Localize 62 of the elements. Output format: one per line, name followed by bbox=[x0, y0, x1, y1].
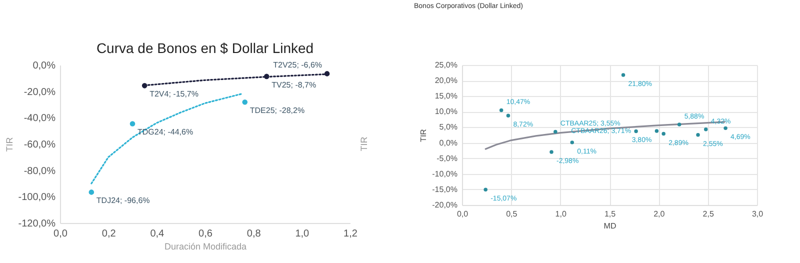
point bbox=[724, 126, 728, 130]
x-axis-title: MD bbox=[604, 222, 616, 230]
y-tick-label: 5,0% bbox=[439, 122, 458, 132]
point bbox=[662, 132, 666, 136]
point bbox=[324, 71, 330, 76]
point bbox=[677, 122, 682, 126]
y-tick-label: -5,0% bbox=[436, 154, 458, 163]
y-tick-label: -40,0% bbox=[24, 113, 56, 124]
annotation: TV25; -8,7% bbox=[272, 80, 316, 90]
point bbox=[499, 108, 504, 112]
y-tick-label: 20,0% bbox=[434, 76, 458, 86]
point bbox=[654, 129, 659, 133]
y-tick-label: -60,0% bbox=[24, 140, 56, 150]
x-tick-label: 0,8 bbox=[246, 228, 262, 240]
y-tick-label: -15,0% bbox=[432, 184, 458, 194]
point bbox=[130, 121, 136, 126]
x-tick-label: 3,0 bbox=[752, 210, 764, 218]
annotation: T2V25; -6,6% bbox=[273, 60, 322, 70]
point bbox=[484, 188, 488, 192]
y-axis-title: TIR bbox=[419, 128, 428, 142]
y-tick-label: -10,0% bbox=[432, 169, 458, 178]
x-tick-label: 0,0 bbox=[54, 228, 68, 240]
x-tick-label: 0,0 bbox=[456, 210, 469, 218]
point bbox=[264, 74, 270, 80]
point bbox=[142, 83, 148, 88]
x-tick-label: 0,6 bbox=[198, 228, 213, 240]
annotation: TDJ24; -96,6% bbox=[96, 196, 150, 206]
annotation: TDE25; -28,2% bbox=[250, 106, 305, 116]
point bbox=[621, 73, 626, 77]
y-tick-label: 0,0% bbox=[32, 60, 56, 72]
x-tick-label: 0,2 bbox=[102, 228, 116, 240]
point bbox=[696, 132, 700, 137]
point bbox=[634, 129, 638, 134]
point bbox=[570, 140, 574, 144]
y-tick-label: -80,0% bbox=[24, 166, 56, 177]
y-axis-title: TIR bbox=[359, 136, 369, 152]
point bbox=[506, 114, 510, 118]
x-tick-label: 1,2 bbox=[344, 228, 358, 240]
y-tick-label: 15,0% bbox=[434, 92, 458, 101]
point bbox=[88, 190, 94, 195]
point bbox=[704, 127, 708, 132]
y-tick-label: 10,0% bbox=[434, 107, 458, 116]
x-tick-label: 0,4 bbox=[150, 228, 165, 240]
y-tick-label: 0,0% bbox=[439, 138, 458, 148]
y-tick-label: -20,0% bbox=[432, 200, 458, 210]
point bbox=[242, 99, 248, 105]
y-tick-label: 25,0% bbox=[434, 60, 458, 70]
y-tick-label: -20,0% bbox=[24, 86, 56, 98]
y-tick-label: -120,0% bbox=[18, 218, 56, 230]
x-tick-label: 1,0 bbox=[295, 228, 310, 240]
y-tick-label: -100,0% bbox=[18, 192, 56, 204]
x-tick-label: 2,0 bbox=[654, 210, 666, 218]
x-tick-label: 1,5 bbox=[604, 210, 616, 218]
y2-axis-title: TIR bbox=[4, 136, 14, 152]
chart-title: Curva de Bonos en $ Dollar Linked bbox=[96, 40, 314, 56]
point bbox=[550, 150, 554, 154]
point bbox=[554, 130, 558, 134]
x-tick-label: 2,5 bbox=[702, 210, 714, 218]
x-tick-label: 1,0 bbox=[555, 210, 567, 218]
annotation: T2V4; -15,7% bbox=[150, 90, 199, 99]
x-tick-label: 0,5 bbox=[506, 210, 518, 218]
x-axis-title: Duración Modificada bbox=[164, 242, 247, 252]
